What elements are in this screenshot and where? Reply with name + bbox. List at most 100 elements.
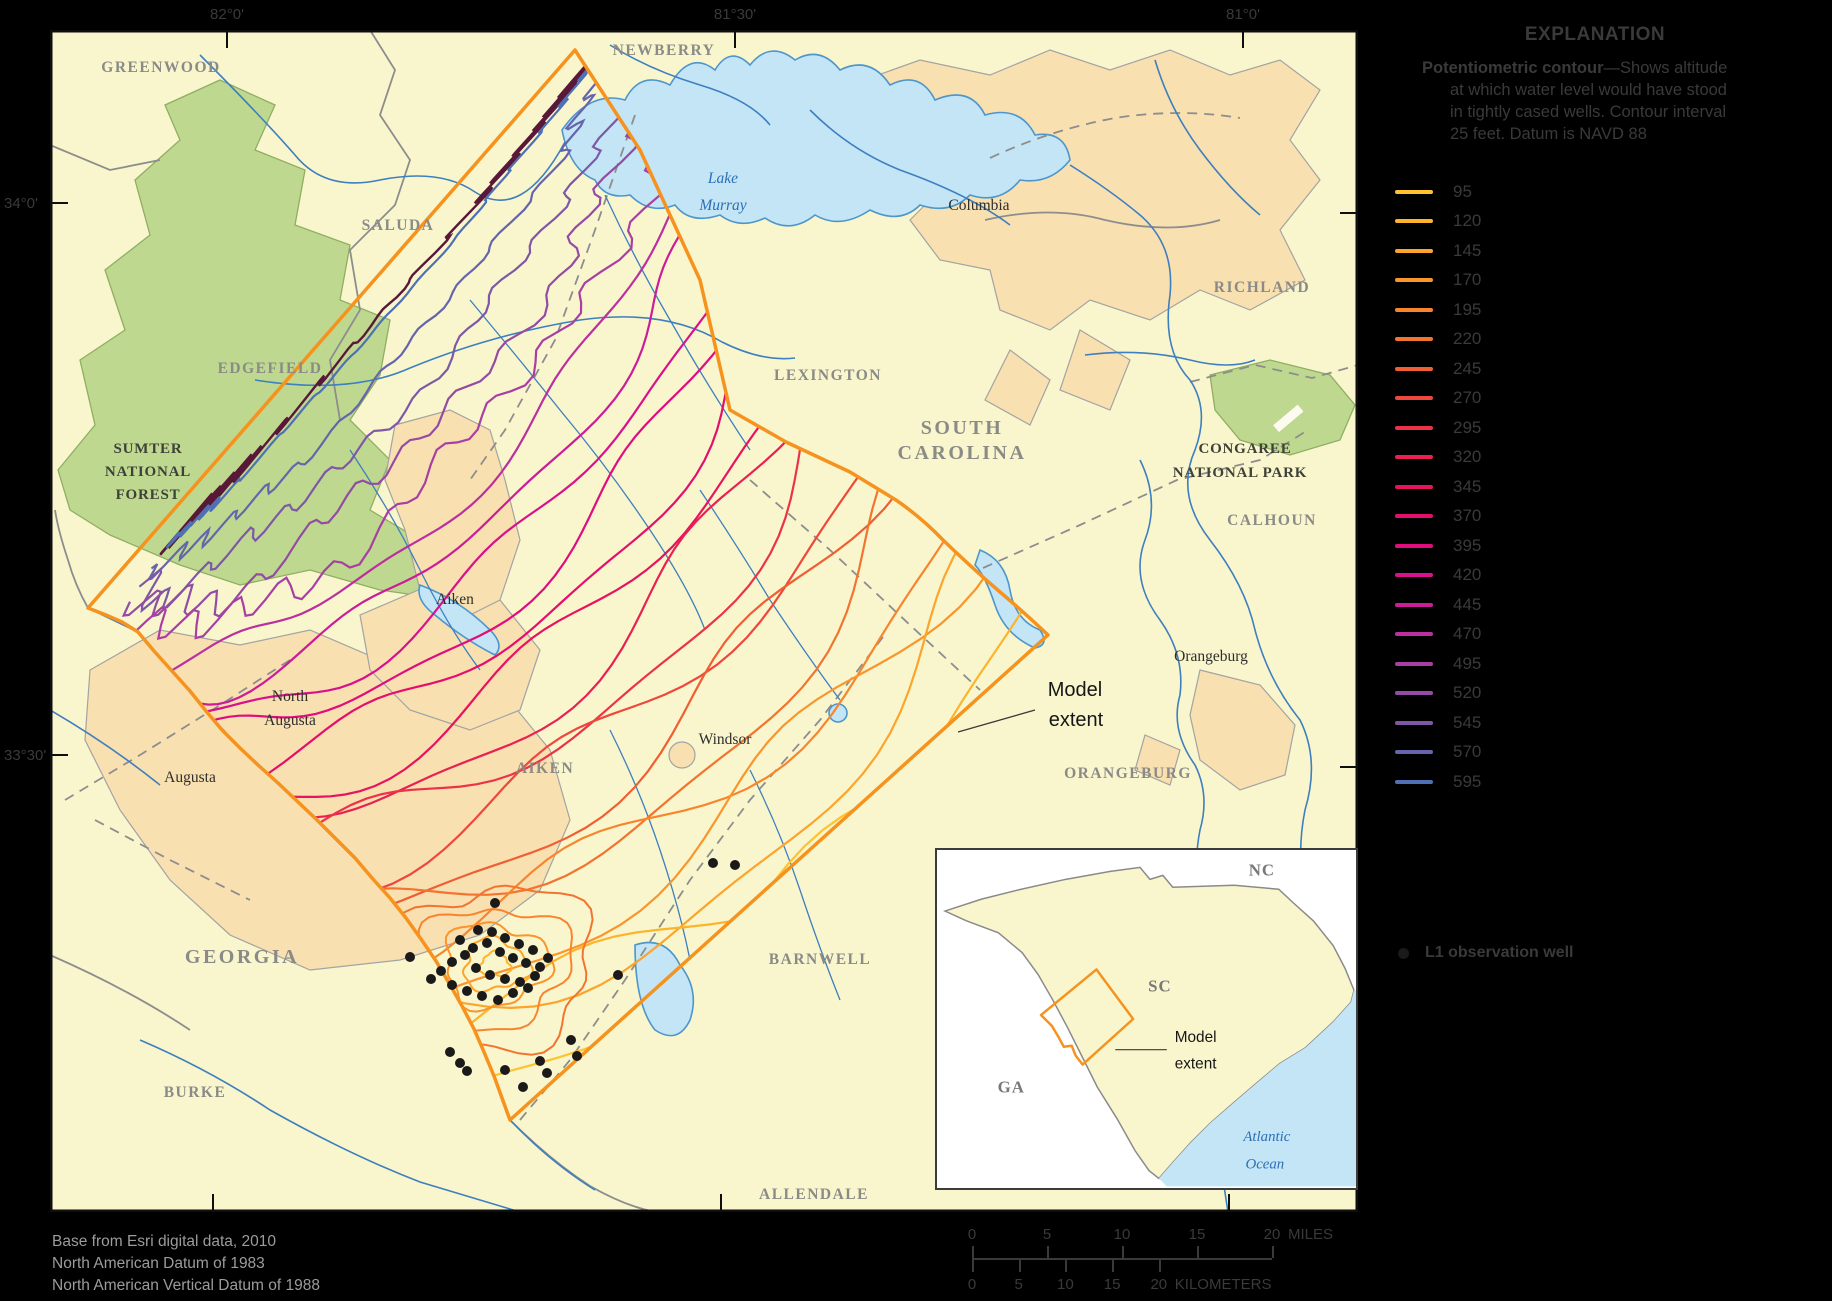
boundary-lines — [50, 30, 1358, 1212]
legend-value: 270 — [1453, 388, 1482, 408]
legend-row: 320 — [1395, 443, 1481, 473]
legend-swatch — [1395, 720, 1433, 725]
legend-value: 120 — [1453, 211, 1482, 231]
observation-well-dot — [708, 858, 718, 868]
base-credits: Base from Esri digital data, 2010 North … — [52, 1231, 320, 1297]
km-tick — [1018, 1260, 1021, 1272]
legend-row: 195 — [1395, 295, 1481, 325]
km-label: 0 — [967, 1276, 977, 1293]
map-label: ALLENDALE — [759, 1186, 869, 1203]
map-label: North — [272, 688, 308, 705]
lake-murray — [561, 50, 1071, 227]
mile-label: 5 — [1042, 1226, 1052, 1243]
latitude-label: 33°30' — [4, 747, 47, 764]
legend-swatch — [1395, 691, 1433, 696]
legend-row: 345 — [1395, 472, 1481, 502]
contour-note-line3: in tightly cased wells. Contour interval — [1450, 103, 1727, 121]
km-tick — [1065, 1260, 1068, 1272]
latitude-label: 34°0' — [4, 195, 38, 212]
observation-well-dot — [447, 957, 457, 967]
observation-well-dot — [508, 953, 518, 963]
map-label: ORANGEBURG — [1064, 765, 1192, 782]
map-label: Windsor — [699, 731, 753, 748]
legend-swatch — [1395, 455, 1433, 460]
map-label: NEWBERRY — [613, 42, 716, 59]
legend-swatch — [1395, 514, 1433, 519]
mile-tick — [1047, 1246, 1049, 1258]
observation-well-dot — [508, 988, 518, 998]
observation-well-dot — [485, 970, 495, 980]
legend-value: 295 — [1453, 417, 1482, 437]
observation-well-dot — [455, 1058, 465, 1068]
legend-row: 270 — [1395, 384, 1481, 414]
longitude-label: 82°0' — [210, 6, 244, 23]
observation-well-dot — [528, 945, 538, 955]
observation-well-dot — [535, 962, 545, 972]
inset-labels: NC SC GA Atlantic Ocean Model extent — [998, 860, 1291, 1172]
contour-note-line2: at which water level would have stood — [1450, 81, 1727, 99]
well-legend-row: L1 observation well — [1394, 944, 1573, 962]
observation-well-dot — [436, 966, 446, 976]
map-label: GEORGIA — [185, 946, 299, 968]
legend-value: 220 — [1453, 329, 1482, 349]
mile-label: 15 — [1188, 1226, 1206, 1243]
observation-well-dot — [543, 953, 553, 963]
legend-value: 470 — [1453, 624, 1482, 644]
map-label: BURKE — [164, 1084, 227, 1101]
legend-value: 445 — [1453, 594, 1482, 614]
legend-swatch — [1395, 366, 1433, 371]
legend-swatch — [1395, 189, 1433, 194]
legend-value: 595 — [1453, 771, 1482, 791]
latitude-tick-right — [1340, 766, 1358, 768]
river-widening-west — [418, 583, 500, 656]
legend-row: 495 — [1395, 649, 1481, 679]
legend-swatch — [1395, 543, 1433, 548]
legend-swatch — [1395, 337, 1433, 342]
forest-areas — [57, 79, 1356, 601]
legend-value: 320 — [1453, 447, 1482, 467]
legend-row: 120 — [1395, 207, 1481, 237]
map-label: Aiken — [436, 591, 474, 608]
legend-row: 295 — [1395, 413, 1481, 443]
observation-well-dot — [490, 898, 500, 908]
main-map: GREENWOOD NEWBERRY SALUDA EDGEFIELD LEXINGTO… — [50, 30, 1358, 1212]
map-label: CAROLINA — [898, 442, 1027, 464]
longitude-tick-bottom — [1228, 1194, 1230, 1212]
legend-row: 420 — [1395, 561, 1481, 591]
observation-well-dot — [468, 943, 478, 953]
latitude-tick — [50, 754, 68, 756]
legend-swatch — [1395, 779, 1433, 784]
observation-well-dot — [462, 1066, 472, 1076]
map-label: extent — [1049, 709, 1104, 731]
inset-label: GA — [998, 1077, 1025, 1096]
model-extent-leader — [957, 709, 1036, 733]
legend-value: 570 — [1453, 742, 1482, 762]
legend-swatch — [1395, 602, 1433, 607]
legend-row: 595 — [1395, 767, 1481, 797]
observation-well-dot — [473, 925, 483, 935]
longitude-label: 81°0' — [1226, 6, 1260, 23]
mile-label: 0 — [967, 1226, 977, 1243]
inset-label: Model — [1175, 1029, 1217, 1046]
legend-swatch — [1395, 484, 1433, 489]
observation-well-dot — [493, 995, 503, 1005]
observation-well-dot — [730, 860, 740, 870]
observation-wells — [405, 858, 740, 1092]
inset-label: extent — [1175, 1056, 1218, 1073]
longitude-tick-bottom — [212, 1194, 214, 1212]
model-extent-boundary — [86, 48, 1050, 1122]
mile-tick — [1122, 1246, 1124, 1258]
observation-well-dot — [482, 938, 492, 948]
legend-row: 570 — [1395, 738, 1481, 768]
legend-value: 545 — [1453, 712, 1482, 732]
legend-swatch — [1395, 573, 1433, 578]
map-label: Model — [1048, 679, 1102, 701]
legend-value: 495 — [1453, 653, 1482, 673]
observation-well-dot — [500, 1065, 510, 1075]
legend-row: 520 — [1395, 679, 1481, 709]
map-label: FOREST — [116, 487, 181, 503]
inset-model-extent — [1039, 968, 1135, 1066]
inset-atlantic-ocean — [1158, 990, 1356, 1187]
congaree-notch — [1273, 404, 1304, 433]
legend-value: 420 — [1453, 565, 1482, 585]
